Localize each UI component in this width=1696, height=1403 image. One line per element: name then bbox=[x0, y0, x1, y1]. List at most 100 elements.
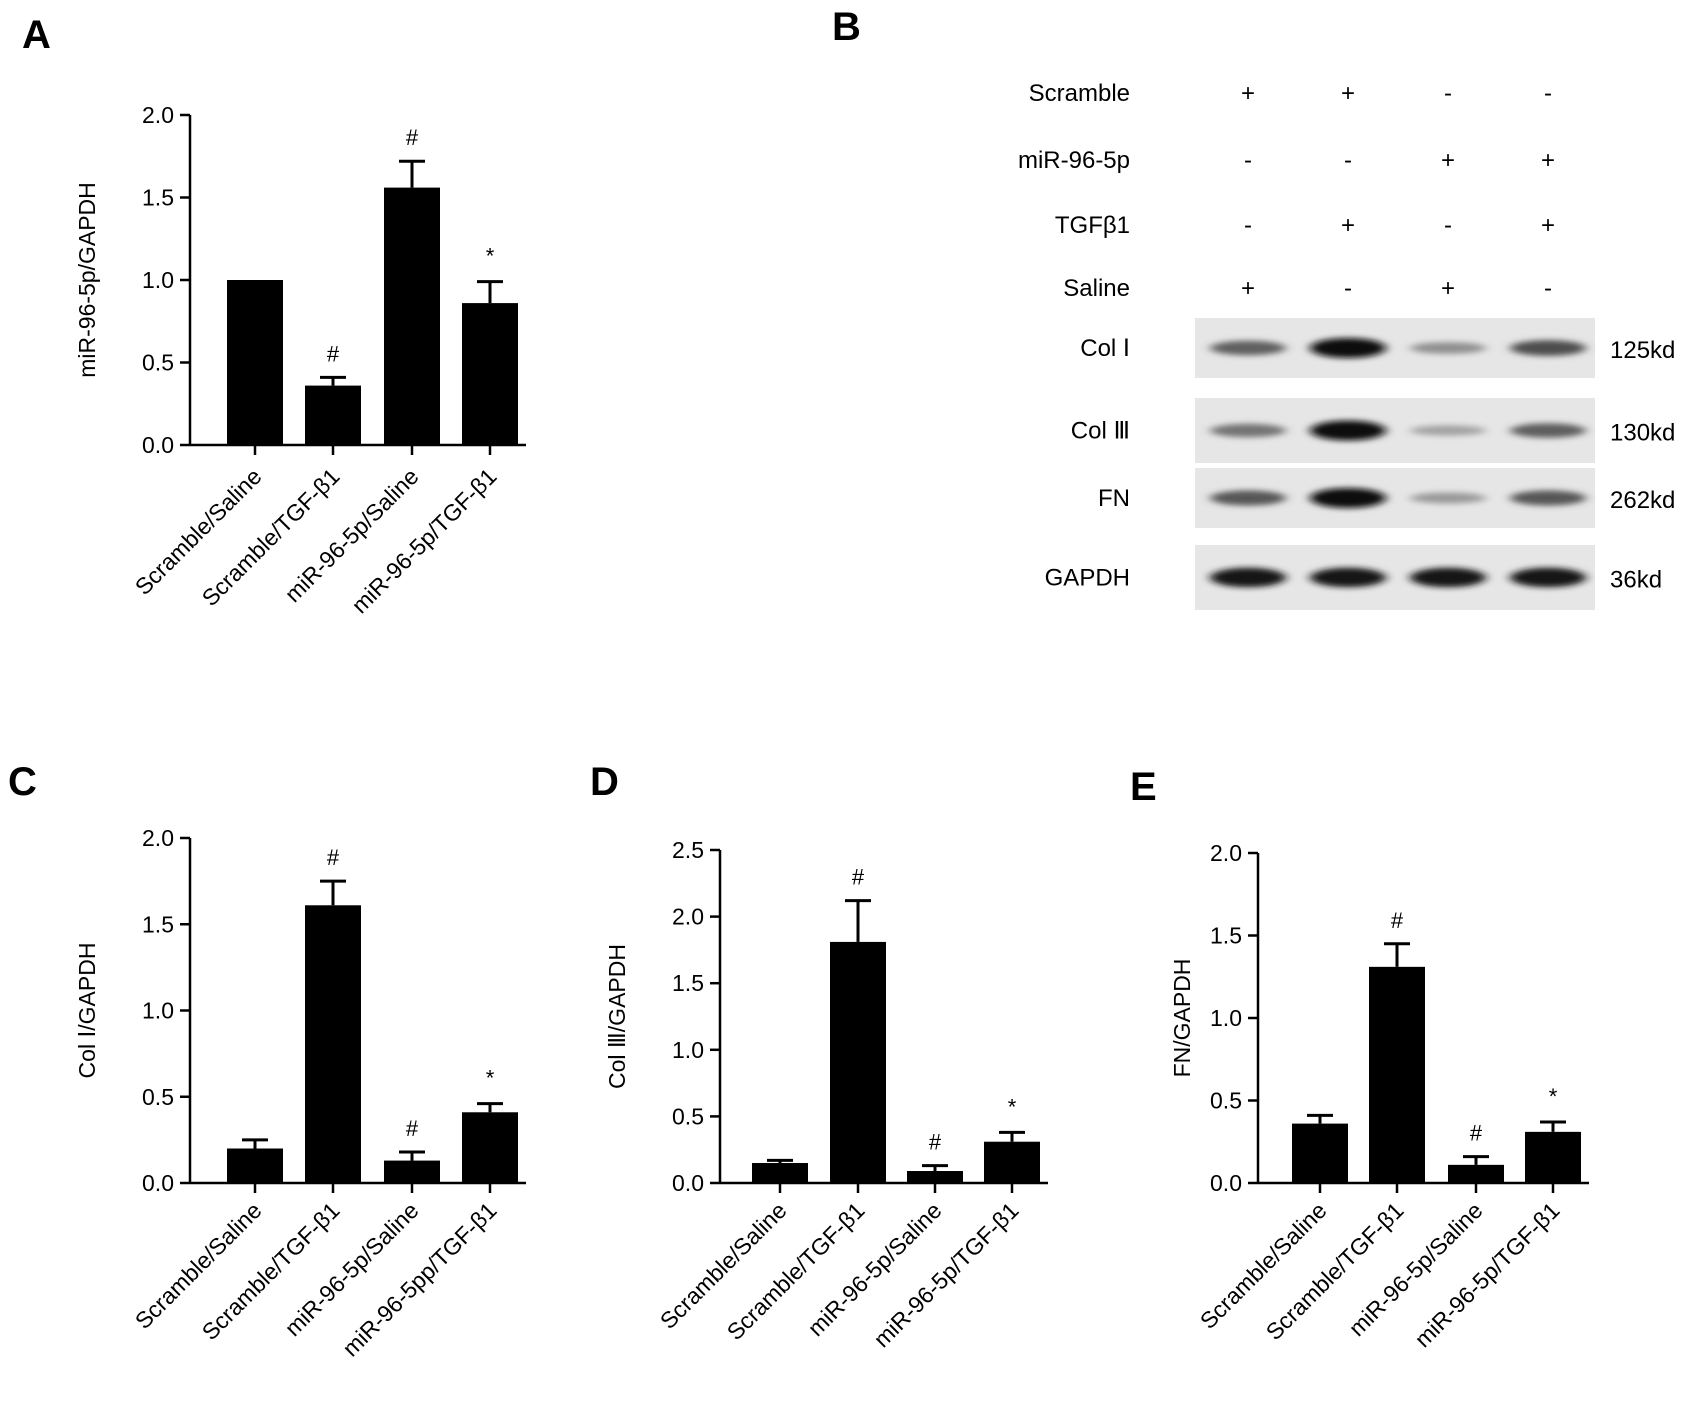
bar bbox=[462, 303, 518, 445]
bar-chart-e: 0.0 0.5 1.0 1.5 2.0 FN/GAPDH # # * Scramble/Salin… bbox=[1169, 840, 1589, 1352]
molecular-weight-label: 130kd bbox=[1610, 420, 1675, 447]
condition-sign: + bbox=[1341, 80, 1355, 107]
condition-sign: + bbox=[1541, 212, 1555, 239]
condition-sign: - bbox=[1344, 147, 1352, 174]
bar bbox=[1448, 1164, 1504, 1183]
y-tick-label: 0.5 bbox=[142, 1084, 174, 1110]
y-axis-label: Col Ⅲ/GAPDH bbox=[604, 944, 630, 1089]
y-tick-label: 0.0 bbox=[672, 1170, 704, 1196]
condition-label: TGFβ1 bbox=[1055, 212, 1130, 239]
condition-sign: + bbox=[1541, 147, 1555, 174]
y-tick-label: 1.5 bbox=[142, 911, 174, 937]
panel-label-d: D bbox=[590, 760, 619, 804]
category-label: miR-96-5p/Saline bbox=[802, 1197, 946, 1341]
y-tick-label: 0.0 bbox=[142, 1170, 174, 1196]
category-label: miR-96-5p/TGF-β1 bbox=[346, 463, 501, 618]
condition-sign: + bbox=[1241, 275, 1255, 302]
bar bbox=[305, 905, 361, 1183]
protein-label: GAPDH bbox=[1045, 565, 1130, 592]
y-axis-label: Col Ⅰ/GAPDH bbox=[74, 943, 100, 1079]
significance-label: # bbox=[1470, 1121, 1483, 1146]
blot-band bbox=[1510, 490, 1586, 506]
category-label: Scramble/TGF-β1 bbox=[722, 1197, 870, 1345]
category-label: miR-96-5p/TGF-β1 bbox=[868, 1197, 1023, 1352]
condition-sign: + bbox=[1341, 212, 1355, 239]
condition-sign: - bbox=[1244, 212, 1252, 239]
condition-sign: - bbox=[1244, 147, 1252, 174]
y-tick-label: 2.0 bbox=[672, 904, 704, 930]
y-tick-label: 1.5 bbox=[142, 185, 174, 211]
significance-label: # bbox=[406, 1116, 419, 1141]
bar bbox=[462, 1112, 518, 1183]
bar-chart-d: 0.0 0.5 1.0 1.5 2.0 2.5 Col Ⅲ/GAPDH # # * Scramble… bbox=[604, 837, 1048, 1352]
category-label: Scramble/TGF-β1 bbox=[1261, 1197, 1409, 1345]
molecular-weight-label: 125kd bbox=[1610, 337, 1675, 364]
blot-band bbox=[1410, 425, 1486, 436]
blot-band bbox=[1410, 492, 1486, 504]
y-tick-label: 1.5 bbox=[672, 970, 704, 996]
bar bbox=[907, 1171, 963, 1183]
significance-label: # bbox=[852, 865, 865, 890]
condition-label: Scramble bbox=[1029, 80, 1130, 107]
significance-label: # bbox=[929, 1130, 942, 1155]
significance-label: # bbox=[327, 845, 340, 870]
category-label: Scramble/TGF-β1 bbox=[197, 463, 345, 611]
blot-band bbox=[1210, 423, 1286, 438]
category-label: miR-96-5p/Saline bbox=[1343, 1197, 1487, 1341]
blot-band bbox=[1510, 567, 1586, 588]
y-tick-label: 2.0 bbox=[142, 102, 174, 128]
significance-label: * bbox=[486, 1066, 495, 1091]
category-label: miR-96-5p/TGF-β1 bbox=[1409, 1197, 1564, 1352]
panel-label-c: C bbox=[8, 760, 37, 804]
bar bbox=[752, 1163, 808, 1183]
protein-label: FN bbox=[1098, 485, 1130, 512]
bar bbox=[305, 385, 361, 445]
protein-label: Col Ⅲ bbox=[1071, 418, 1130, 445]
condition-sign: - bbox=[1544, 80, 1552, 107]
y-tick-label: 0.0 bbox=[142, 432, 174, 458]
bar bbox=[1369, 966, 1425, 1183]
blot-band bbox=[1510, 340, 1586, 356]
y-tick-label: 1.5 bbox=[1210, 923, 1242, 949]
significance-label: # bbox=[327, 341, 340, 366]
condition-sign: + bbox=[1241, 80, 1255, 107]
bar bbox=[830, 941, 886, 1183]
condition-label: miR-96-5p bbox=[1018, 147, 1130, 174]
condition-sign: + bbox=[1441, 147, 1455, 174]
bar bbox=[227, 280, 283, 445]
bar bbox=[384, 1160, 440, 1183]
y-tick-label: 1.0 bbox=[142, 998, 174, 1024]
blot-band bbox=[1310, 420, 1386, 441]
panel-label-b: B bbox=[832, 5, 861, 49]
molecular-weight-label: 262kd bbox=[1610, 487, 1675, 514]
panel-label-e: E bbox=[1130, 765, 1157, 809]
category-label: Scramble/Saline bbox=[1195, 1197, 1332, 1334]
y-tick-label: 2.0 bbox=[1210, 840, 1242, 866]
y-tick-label: 1.0 bbox=[1210, 1005, 1242, 1031]
panel-label-a: A bbox=[22, 13, 51, 57]
y-tick-label: 0.5 bbox=[142, 350, 174, 376]
category-label: miR-96-5p/Saline bbox=[279, 463, 423, 607]
blot-band bbox=[1410, 567, 1486, 588]
blot-band bbox=[1210, 567, 1286, 588]
y-tick-label: 1.0 bbox=[672, 1037, 704, 1063]
blot-band bbox=[1510, 423, 1586, 438]
significance-label: # bbox=[406, 125, 419, 150]
condition-label: Saline bbox=[1063, 275, 1130, 302]
condition-sign: - bbox=[1444, 80, 1452, 107]
y-tick-label: 0.5 bbox=[672, 1103, 704, 1129]
blot-band bbox=[1210, 340, 1286, 356]
y-tick-label: 2.5 bbox=[672, 837, 704, 863]
bar bbox=[227, 1148, 283, 1183]
condition-sign: - bbox=[1544, 275, 1552, 302]
condition-sign: + bbox=[1441, 275, 1455, 302]
y-tick-label: 1.0 bbox=[142, 267, 174, 293]
blot-band bbox=[1310, 488, 1386, 508]
bar bbox=[984, 1141, 1040, 1183]
significance-label: * bbox=[486, 244, 495, 269]
condition-sign: - bbox=[1344, 275, 1352, 302]
molecular-weight-label: 36kd bbox=[1610, 567, 1662, 594]
bar-chart-a: 0.0 0.5 1.0 1.5 2.0 miR-96-5p/GAPDH # # * Scrambl… bbox=[74, 102, 526, 618]
